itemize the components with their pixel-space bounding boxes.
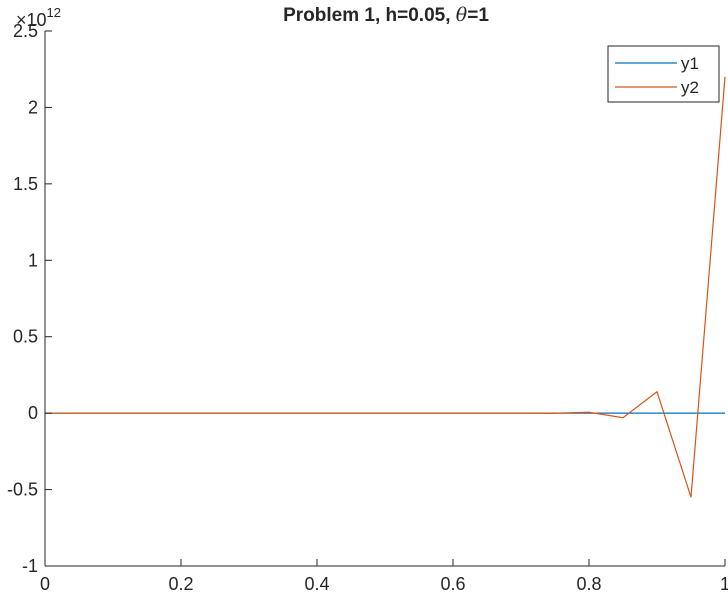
x-tick-label: 0.2 xyxy=(168,574,193,594)
y-tick-label: 2.5 xyxy=(13,21,38,41)
x-tick-label: 1 xyxy=(720,574,728,594)
x-tick-label: 0 xyxy=(40,574,50,594)
y-tick-label: -1 xyxy=(22,556,38,576)
legend-label-y2: y2 xyxy=(681,78,699,97)
series-line-y2 xyxy=(45,76,726,498)
series-layer xyxy=(45,76,726,498)
y-tick-label: 1 xyxy=(28,250,38,270)
legend-box xyxy=(607,45,720,103)
x-ticks: 0 0.2 0.4 0.6 0.8 1 xyxy=(40,559,728,594)
y-exponent-power: 12 xyxy=(47,5,61,20)
y-tick-label: 2 xyxy=(28,97,38,117)
y-exponent-label: ×1012 xyxy=(16,5,61,30)
y-tick-label: 0 xyxy=(28,403,38,423)
chart-title-prefix: Problem 1, h=0.05, xyxy=(283,5,456,26)
x-tick-label: 0.6 xyxy=(440,574,465,594)
x-tick-label: 0.8 xyxy=(576,574,601,594)
plot-area xyxy=(45,31,725,566)
y-ticks: -1 -0.5 0 0.5 1 1.5 2 2.5 xyxy=(7,21,52,576)
y-tick-label: 0.5 xyxy=(13,327,38,347)
y-exponent-base: ×10 xyxy=(16,10,47,30)
y-tick-label: -0.5 xyxy=(7,480,38,500)
chart-title-suffix: =1 xyxy=(467,5,489,26)
legend-label-y1: y1 xyxy=(681,54,699,73)
y-tick-label: 1.5 xyxy=(13,174,38,194)
x-tick-label: 0.4 xyxy=(304,574,329,594)
chart-title: Problem 1, h=0.05, θ=1 xyxy=(283,4,489,26)
chart-title-symbol: θ xyxy=(456,4,468,26)
